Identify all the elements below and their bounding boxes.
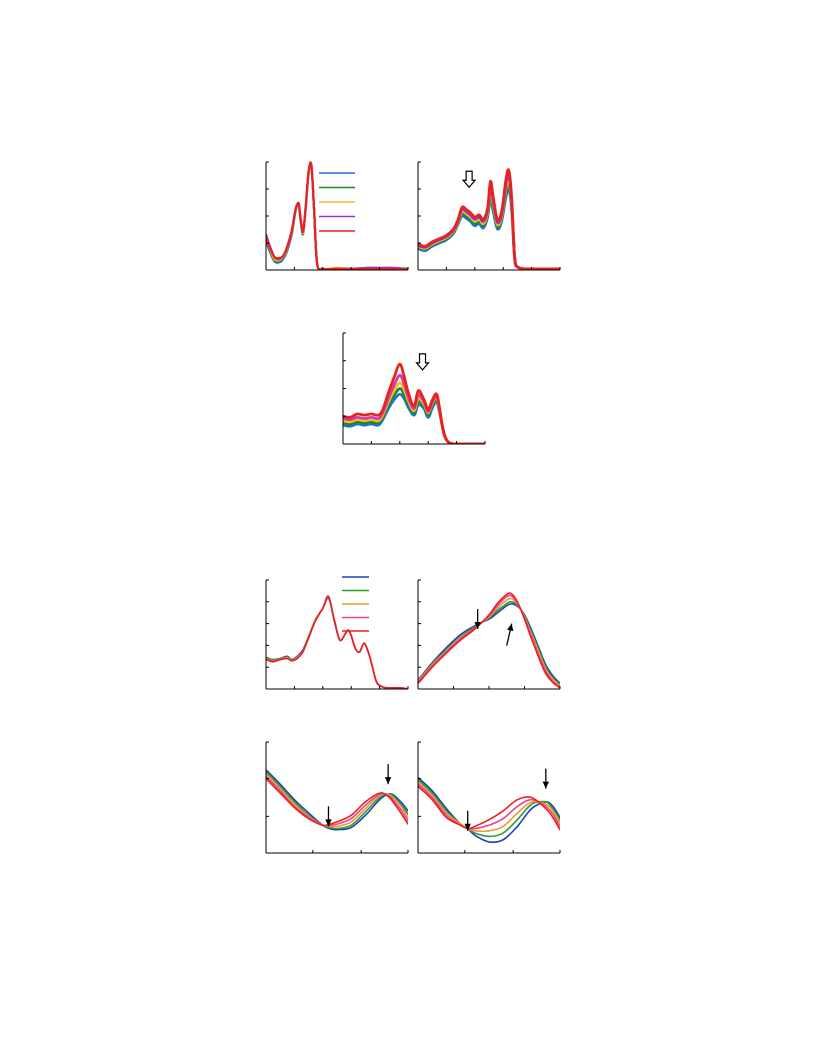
chart-panel-p6 (265, 741, 409, 854)
series-line-3 (266, 596, 408, 689)
series-group (266, 161, 408, 270)
chart-panel-p1 (265, 161, 409, 271)
series-line-5 (343, 362, 485, 444)
series-line-5 (266, 595, 408, 689)
arrow-head-icon (474, 622, 481, 630)
series-line-5 (266, 161, 408, 270)
legend (342, 576, 369, 632)
series-line-4 (343, 373, 485, 444)
series-line-3 (418, 597, 560, 687)
series-line-3 (418, 781, 560, 833)
hollow-arrow-icon (461, 170, 477, 189)
chart-panel-p7 (417, 741, 561, 854)
chart-panel-p4 (265, 576, 409, 690)
hollow-arrow-icon (415, 353, 430, 371)
series-line-3 (266, 773, 408, 828)
arrow-head-icon (542, 781, 549, 789)
series-line-5 (266, 777, 408, 827)
chart-panel-p2 (417, 161, 561, 271)
series-line-4 (418, 594, 560, 688)
series-line-2 (266, 771, 408, 830)
legend (319, 172, 355, 232)
series-line-5 (418, 785, 560, 831)
series-line-4 (418, 783, 560, 830)
series-line-4 (266, 595, 408, 689)
series-line-1 (266, 597, 408, 689)
series-group (343, 362, 485, 444)
series-group (418, 592, 560, 689)
series-line-5 (418, 592, 560, 689)
series-group (266, 769, 408, 831)
arrow-head-icon (507, 623, 514, 632)
series-group (266, 595, 408, 689)
chart-panel-p5 (417, 579, 561, 690)
arrow-head-icon (384, 777, 392, 785)
arrow-head-icon (325, 819, 332, 827)
arrow-head-icon (464, 823, 471, 831)
series-group (418, 776, 560, 844)
series-line-5 (418, 168, 560, 270)
series-line-4 (266, 775, 408, 827)
series-line-1 (266, 769, 408, 831)
chart-panel-p3 (342, 332, 486, 445)
series-line-2 (266, 596, 408, 689)
series-group (418, 168, 560, 270)
series-line-2 (418, 778, 560, 838)
